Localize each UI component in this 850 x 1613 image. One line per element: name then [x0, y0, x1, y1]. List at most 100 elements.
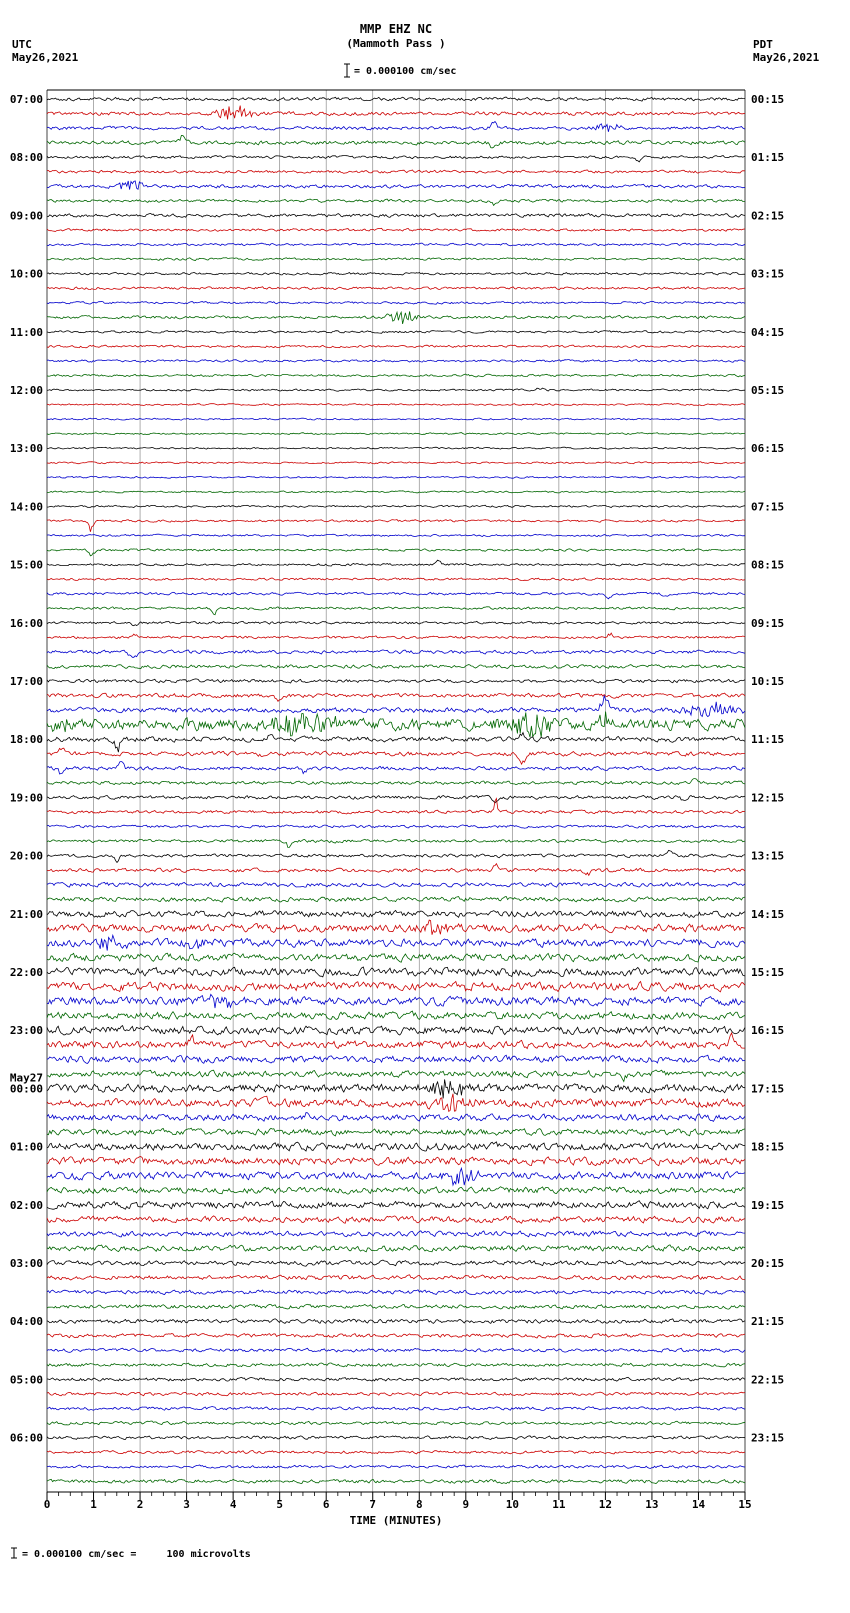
seismo-trace	[46, 105, 746, 120]
seismo-trace	[46, 1333, 746, 1339]
seismo-trace	[46, 1244, 746, 1253]
row-label-pdt: 21:15	[751, 1315, 784, 1328]
seismo-trace	[46, 1274, 746, 1281]
seismo-trace	[46, 1127, 746, 1137]
row-label-utc: 00:00	[10, 1082, 43, 1095]
seismo-trace	[46, 1435, 746, 1440]
row-label-pdt: 14:15	[751, 908, 784, 921]
seismo-trace	[47, 417, 746, 421]
seismo-trace	[46, 797, 746, 815]
seismo-trace	[46, 1362, 746, 1368]
seismo-trace	[46, 896, 746, 903]
seismo-trace	[46, 198, 745, 207]
seismo-trace	[46, 1478, 746, 1485]
row-labels: 07:00 00:15 08:00 01:15 09:00 02:15 10:00 03:15…	[10, 93, 784, 1445]
seismo-trace	[46, 678, 746, 684]
seismo-trace	[46, 344, 746, 349]
row-label-utc: 16:00	[10, 617, 43, 630]
seismo-trace	[46, 966, 746, 978]
seismo-trace	[46, 1347, 746, 1353]
seismo-trace	[46, 96, 746, 102]
row-label-pdt: 07:15	[751, 500, 784, 513]
row-label-utc: 12:00	[10, 384, 43, 397]
left-date-label: May26,2021	[12, 51, 79, 64]
utc-header: UTC May26,2021	[12, 38, 79, 64]
seismo-trace	[46, 1054, 746, 1064]
seismo-trace	[46, 559, 746, 567]
seismo-trace	[46, 1200, 746, 1210]
seismo-trace	[46, 155, 746, 163]
row-label-utc: 20:00	[10, 850, 43, 863]
seismo-trace	[46, 1156, 746, 1167]
seismo-trace	[46, 993, 746, 1009]
seismo-trace	[46, 1230, 746, 1238]
seismo-trace	[46, 838, 746, 848]
seismo-trace	[46, 169, 746, 174]
row-label-utc: 11:00	[10, 326, 43, 339]
row-label-utc: 18:00	[10, 733, 43, 746]
seismo-trace	[46, 271, 746, 276]
seismo-trace	[46, 980, 746, 993]
x-tick-label: 6	[323, 1498, 330, 1511]
seismo-trace	[46, 300, 746, 305]
seismo-trace	[46, 1376, 746, 1382]
station-subtitle: (Mammoth Pass )	[346, 37, 445, 50]
row-label-pdt: 03:15	[751, 268, 784, 281]
seismo-trace	[46, 1406, 746, 1411]
seismo-trace	[46, 952, 746, 963]
seismo-trace	[46, 446, 746, 450]
seismo-trace	[46, 1289, 746, 1296]
x-tick-label: 2	[137, 1498, 144, 1511]
seismo-trace	[46, 731, 746, 753]
seismo-trace	[46, 1303, 746, 1310]
row-label-pdt: 00:15	[751, 93, 784, 106]
row-label-utc: 04:00	[10, 1315, 43, 1328]
x-tick-label: 9	[462, 1498, 469, 1511]
seismo-trace	[46, 591, 746, 600]
scale-bar-icon	[344, 63, 350, 78]
row-label-utc: 09:00	[10, 209, 43, 222]
row-label-pdt: 13:15	[751, 850, 784, 863]
row-label-pdt: 16:15	[751, 1024, 784, 1037]
seismo-trace	[46, 919, 746, 935]
seismo-trace	[46, 1112, 746, 1122]
seismo-trace	[46, 933, 746, 951]
seismo-trace	[46, 475, 746, 479]
seismo-trace	[46, 909, 746, 919]
row-label-utc: 23:00	[10, 1024, 43, 1037]
seismo-trace	[46, 519, 746, 532]
seismo-trace	[46, 663, 746, 670]
row-label-pdt: 02:15	[751, 209, 784, 222]
seismo-trace	[46, 1010, 746, 1021]
seismo-trace	[46, 212, 746, 218]
x-tick-label: 12	[599, 1498, 612, 1511]
right-timezone-label: PDT	[753, 38, 773, 51]
footer-scale-note: = 0.000100 cm/sec = 100 microvolts	[11, 1547, 251, 1560]
grid	[46, 89, 746, 1493]
seismo-trace	[46, 242, 746, 247]
seismo-trace	[46, 649, 746, 658]
seismo-trace	[46, 620, 746, 627]
left-timezone-label: UTC	[12, 38, 32, 51]
row-label-pdt: 22:15	[751, 1373, 784, 1386]
seismo-trace	[46, 862, 746, 877]
row-label-utc: 02:00	[10, 1199, 43, 1212]
seismo-trace	[46, 1166, 746, 1187]
right-date-label: May26,2021	[753, 51, 820, 64]
row-label-utc: 05:00	[10, 1373, 43, 1386]
row-label-pdt: 19:15	[751, 1199, 784, 1212]
x-tick-label: 0	[44, 1498, 51, 1511]
seismo-trace	[46, 373, 746, 378]
row-label-pdt: 12:15	[751, 791, 784, 804]
footer-note-text: = 0.000100 cm/sec = 100 microvolts	[22, 1548, 251, 1560]
seismo-trace	[46, 747, 746, 766]
row-label-utc: 10:00	[10, 268, 43, 281]
seismo-trace	[46, 1031, 745, 1050]
x-tick-label: 11	[552, 1498, 566, 1511]
row-label-utc: 22:00	[10, 966, 43, 979]
pdt-header: PDT May26,2021	[753, 38, 820, 64]
x-tick-label: 5	[276, 1498, 283, 1511]
seismo-trace	[46, 135, 746, 149]
row-label-utc: 01:00	[10, 1141, 43, 1154]
